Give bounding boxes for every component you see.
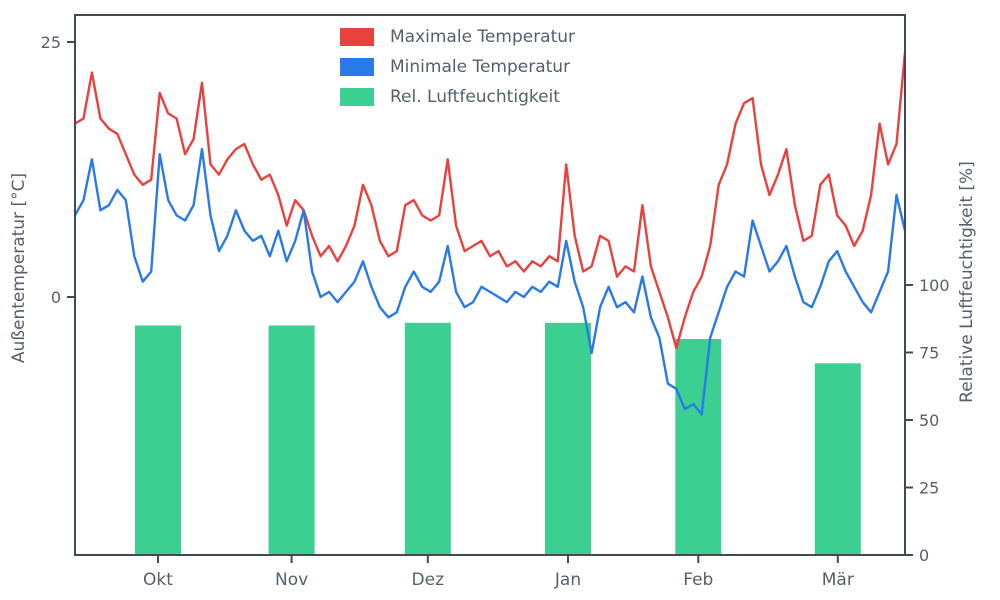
legend-label-max-temp: Maximale Temperatur <box>390 27 576 47</box>
svg-text:Außentemperatur [°C]: Außentemperatur [°C] <box>9 173 29 363</box>
svg-text:50: 50 <box>919 411 939 430</box>
legend: Maximale Temperatur Minimale Temperatur … <box>340 27 575 107</box>
svg-text:25: 25 <box>919 479 939 498</box>
max-temp-swatch <box>340 28 374 46</box>
svg-text:Mär: Mär <box>822 570 854 590</box>
svg-text:0: 0 <box>919 546 929 565</box>
humidity-swatch <box>340 88 374 106</box>
svg-text:75: 75 <box>919 344 939 363</box>
svg-text:Relative Luftfeuchtigkeit [%]: Relative Luftfeuchtigkeit [%] <box>957 161 977 403</box>
legend-item-min-temp: Minimale Temperatur <box>340 57 575 77</box>
svg-text:0: 0 <box>51 288 61 307</box>
svg-text:Feb: Feb <box>683 570 713 590</box>
legend-label-humidity: Rel. Luftfeuchtigkeit <box>390 87 560 107</box>
svg-text:Jan: Jan <box>554 570 581 590</box>
svg-text:Okt: Okt <box>143 570 173 590</box>
legend-item-humidity: Rel. Luftfeuchtigkeit <box>340 87 575 107</box>
legend-item-max-temp: Maximale Temperatur <box>340 27 575 47</box>
svg-text:100: 100 <box>919 276 950 295</box>
svg-text:25: 25 <box>41 33 61 52</box>
min-temp-swatch <box>340 58 374 76</box>
svg-text:Nov: Nov <box>275 570 308 590</box>
legend-label-min-temp: Minimale Temperatur <box>390 57 571 77</box>
svg-text:Dez: Dez <box>412 570 445 590</box>
